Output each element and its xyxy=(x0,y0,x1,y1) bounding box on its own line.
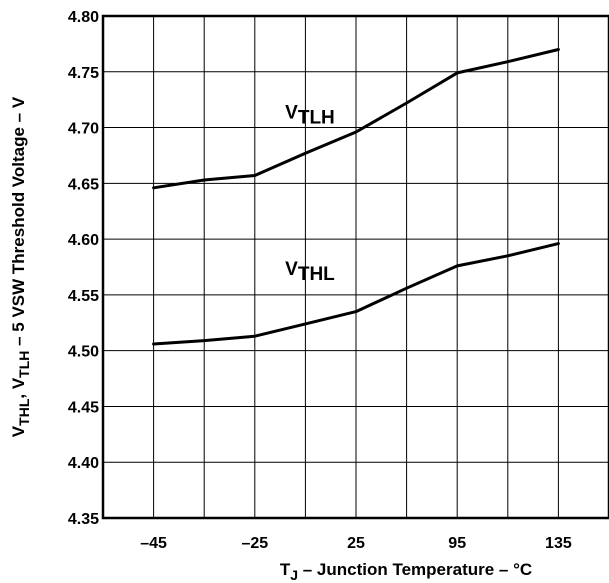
x-axis-title-sub: J xyxy=(290,567,298,583)
y-tick-label: 4.40 xyxy=(68,455,99,472)
y-axis-title-part: V xyxy=(9,425,28,437)
y-tick-label: 4.55 xyxy=(68,288,99,305)
y-axis-title-part: , V xyxy=(9,377,28,398)
x-tick-label: 135 xyxy=(545,535,572,552)
series-label-thl: VTHL xyxy=(285,259,335,285)
y-tick-label: 4.35 xyxy=(68,511,99,528)
x-tick-label: 25 xyxy=(347,535,365,552)
x-axis-title: TJ – Junction Temperature – °C xyxy=(280,560,532,583)
x-tick-label: 95 xyxy=(448,535,466,552)
x-axis-title-main: T xyxy=(280,560,291,579)
series-label-main: V xyxy=(285,103,298,124)
y-axis-title-sub: TLH xyxy=(16,351,32,378)
y-tick-label: 4.65 xyxy=(68,176,99,193)
y-axis-title-part: – 5 VSW Threshold Voltage – V xyxy=(9,96,28,350)
series-label-tlh: VTLH xyxy=(285,103,335,129)
grid xyxy=(103,16,609,518)
series-label-main: V xyxy=(285,259,298,280)
series-label-sub: TLH xyxy=(298,108,335,129)
series-line-thl xyxy=(152,242,560,346)
y-tick-labels: 4.35 4.40 4.45 4.50 4.55 4.60 4.65 4.70 4.75 4.80 xyxy=(68,9,99,528)
x-tick-label: –45 xyxy=(140,535,167,552)
x-tick-label: –25 xyxy=(241,535,268,552)
y-tick-label: 4.75 xyxy=(68,65,99,82)
x-tick-labels: –45 –25 25 95 135 xyxy=(140,535,572,552)
y-tick-label: 4.60 xyxy=(68,232,99,249)
series-label-sub: THL xyxy=(298,264,335,285)
y-axis-title: VTHL, VTLH – 5 VSW Threshold Voltage – V xyxy=(9,96,32,437)
y-tick-label: 4.45 xyxy=(68,399,99,416)
plot-frame xyxy=(101,14,609,520)
series-lines xyxy=(152,48,560,346)
x-axis-title-rest: – Junction Temperature – °C xyxy=(298,560,532,579)
series-line-tlh xyxy=(152,48,560,190)
y-tick-label: 4.80 xyxy=(68,9,99,26)
y-axis-title-sub: THL xyxy=(16,398,32,426)
y-tick-label: 4.50 xyxy=(68,344,99,361)
y-tick-label: 4.70 xyxy=(68,121,99,138)
